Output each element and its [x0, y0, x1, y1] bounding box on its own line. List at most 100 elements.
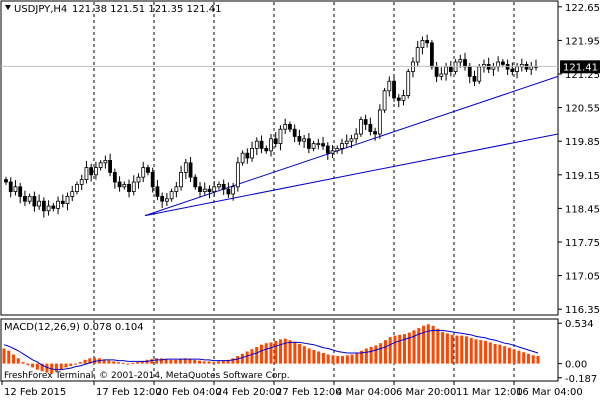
macd-bar [40, 363, 44, 372]
candle-body [373, 131, 378, 135]
candle-body [349, 138, 354, 142]
candle-body [392, 80, 396, 99]
candle-body [444, 66, 448, 75]
candle-body [311, 143, 316, 149]
price-tick-label: 122.65 [565, 3, 600, 14]
candle-body [387, 80, 392, 92]
candle-body [51, 205, 56, 209]
candle-body [429, 42, 434, 68]
macd-bar [321, 353, 325, 364]
dropdown-triangle-icon[interactable] [5, 5, 11, 10]
macd-bar [112, 361, 116, 364]
macd-bar [484, 340, 488, 364]
macd-bar [341, 356, 345, 364]
macd-bar [31, 363, 35, 368]
macd-bar [264, 343, 268, 364]
macd-bar [164, 359, 168, 364]
macd-bar [131, 362, 135, 364]
candle-body [292, 128, 297, 137]
macd-bar [517, 350, 521, 364]
candle-body [245, 152, 250, 159]
candle-body [207, 188, 212, 192]
candle-body [202, 188, 207, 192]
macd-bar [240, 353, 244, 364]
macd-bar [369, 346, 373, 364]
macd-bar [293, 341, 297, 364]
candle-body [56, 200, 60, 209]
macd-bar [326, 354, 330, 364]
price-panel-frame [0, 0, 559, 316]
macd-bar [279, 339, 283, 364]
macd-bar [226, 359, 230, 364]
candle-body [103, 159, 108, 164]
time-tick-label: 16 Mar 04:00 [516, 387, 583, 398]
macd-tick-label: -0.187 [565, 374, 597, 385]
candle-body [84, 167, 89, 181]
candle-body [316, 143, 321, 146]
macd-bar [78, 362, 82, 364]
macd-bar [355, 353, 359, 364]
candle-body [231, 186, 236, 195]
macd-bar [441, 331, 445, 364]
candle-body [458, 59, 463, 63]
macd-bar [536, 356, 540, 364]
candle-body [330, 150, 335, 154]
macd-bar [12, 354, 16, 364]
macd-bar [288, 340, 292, 364]
candle-body [325, 145, 330, 154]
candle-body [122, 183, 127, 188]
macd-bar [178, 359, 182, 364]
macd-bar [93, 357, 97, 364]
macd-bar [522, 352, 526, 364]
candle-body [340, 143, 344, 149]
candle-body [297, 135, 302, 142]
macd-bar [507, 347, 511, 364]
macd-bar [35, 363, 39, 370]
candle-body [264, 147, 269, 152]
macd-bar [197, 360, 201, 364]
macd-bar [417, 328, 421, 364]
macd-bar [64, 363, 68, 368]
candle-body [377, 109, 382, 135]
time-tick-label: 12 Feb 2015 [4, 387, 66, 398]
candle-body [269, 138, 273, 152]
candle-body [463, 59, 467, 68]
candle-body [79, 179, 84, 185]
candle-body [472, 76, 477, 82]
macd-bar [231, 358, 235, 364]
macd-bar [526, 353, 530, 364]
candle-body [89, 167, 94, 176]
macd-bar [307, 348, 311, 364]
macd-bar [183, 358, 187, 364]
candle-body [174, 186, 179, 193]
candle-body [136, 176, 141, 183]
macd-bar [302, 346, 306, 364]
candle-body [515, 66, 519, 73]
current-price-box [560, 60, 600, 74]
candle-body [27, 195, 32, 202]
candle-body [491, 66, 496, 70]
candle-body [240, 152, 245, 164]
candle-body [146, 167, 150, 173]
time-tick-label: 4 Mar 04:00 [336, 387, 396, 398]
macd-bar [159, 358, 163, 364]
candle-body [141, 167, 146, 178]
watermark-text: FreshForex Terminal, © 2001-2014, MetaQu… [4, 371, 290, 381]
candle-body [32, 195, 37, 207]
macd-bar [431, 325, 435, 364]
candle-body [283, 124, 288, 130]
candle-body [335, 147, 340, 152]
macd-bar [102, 359, 106, 364]
candle-body [250, 147, 254, 159]
candle-body [500, 61, 505, 65]
macd-bar [436, 328, 440, 364]
candle-body [169, 191, 174, 200]
candle-body [41, 200, 46, 212]
macd-histogram [2, 324, 540, 374]
macd-bar [317, 351, 321, 364]
time-tick-label: 20 Feb 04:00 [156, 387, 222, 398]
macd-bar [503, 346, 507, 364]
candle-body [368, 124, 373, 133]
current-price-label: 121.41 [563, 62, 598, 73]
